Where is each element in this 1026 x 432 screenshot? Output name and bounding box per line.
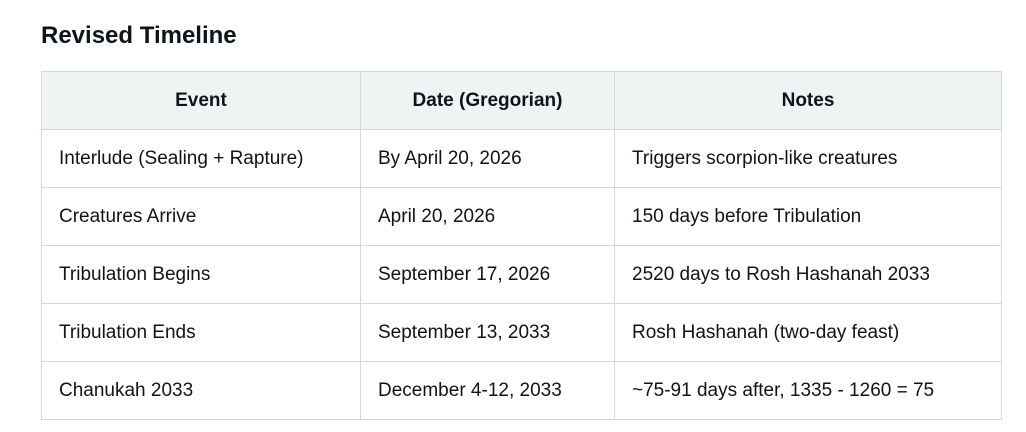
- table-row: Tribulation Begins September 17, 2026 25…: [41, 245, 1002, 304]
- table-row: Chanukah 2033 December 4-12, 2033 ~75-91…: [41, 361, 1002, 420]
- notes-cell: Rosh Hashanah (two-day feast): [614, 303, 1002, 362]
- notes-cell: ~75-91 days after, 1335 - 1260 = 75: [614, 361, 1002, 420]
- column-header-notes: Notes: [614, 71, 1002, 130]
- notes-cell: 2520 days to Rosh Hashanah 2033: [614, 245, 1002, 304]
- event-cell: Tribulation Ends: [41, 303, 361, 362]
- table-row: Tribulation Ends September 13, 2033 Rosh…: [41, 303, 1002, 362]
- timeline-table: Event Date (Gregorian) Notes Interlude (…: [41, 71, 1002, 420]
- date-cell: September 13, 2033: [360, 303, 615, 362]
- column-header-event: Event: [41, 71, 361, 130]
- table-row: Creatures Arrive April 20, 2026 150 days…: [41, 187, 1002, 246]
- page-title: Revised Timeline: [41, 22, 237, 49]
- date-cell: By April 20, 2026: [360, 129, 615, 188]
- event-cell: Chanukah 2033: [41, 361, 361, 420]
- notes-cell: 150 days before Tribulation: [614, 187, 1002, 246]
- date-cell: April 20, 2026: [360, 187, 615, 246]
- date-cell: December 4-12, 2033: [360, 361, 615, 420]
- notes-cell: Triggers scorpion-like creatures: [614, 129, 1002, 188]
- date-cell: September 17, 2026: [360, 245, 615, 304]
- table-header-row: Event Date (Gregorian) Notes: [41, 71, 1002, 130]
- event-cell: Tribulation Begins: [41, 245, 361, 304]
- event-cell: Creatures Arrive: [41, 187, 361, 246]
- event-cell: Interlude (Sealing + Rapture): [41, 129, 361, 188]
- table-row: Interlude (Sealing + Rapture) By April 2…: [41, 129, 1002, 188]
- column-header-date: Date (Gregorian): [360, 71, 615, 130]
